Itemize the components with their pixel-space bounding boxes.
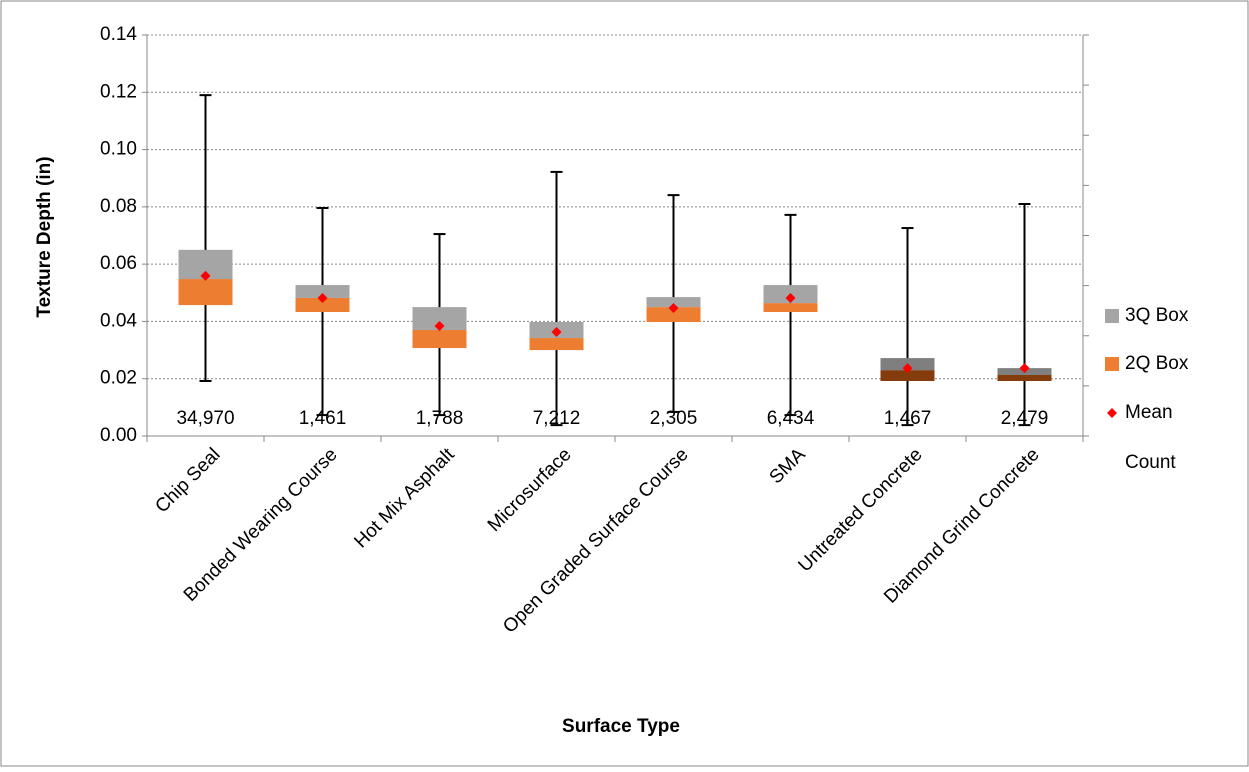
box-q3	[412, 307, 467, 331]
count-label: 1,461	[299, 408, 347, 429]
legend-label: Mean	[1125, 402, 1173, 423]
box-q2	[880, 370, 935, 382]
mean-marker	[1019, 363, 1030, 374]
count-label: 1,467	[884, 408, 932, 429]
box-q3	[646, 297, 701, 308]
mean-marker	[785, 292, 796, 303]
mean-marker	[668, 302, 679, 313]
mean-marker	[200, 270, 211, 281]
count-label: 6,434	[767, 408, 815, 429]
count-label: 2,479	[1001, 408, 1049, 429]
y-tick-label: 0.00	[100, 425, 137, 446]
box-q3	[295, 285, 350, 298]
box-q2	[763, 303, 818, 312]
y-tick-label: 0.06	[100, 253, 137, 274]
legend-label: 2Q Box	[1125, 353, 1189, 374]
mean-marker	[902, 363, 913, 374]
box-q2	[529, 338, 584, 351]
box-q2	[178, 279, 233, 306]
y-tick-label: 0.04	[100, 310, 137, 331]
mean-marker	[551, 327, 562, 338]
legend-label: Count	[1125, 452, 1176, 473]
y-axis-label: Texture Depth (in)	[34, 156, 55, 317]
x-axis-label: Surface Type	[562, 716, 680, 737]
box-q2	[412, 330, 467, 349]
box-q2	[646, 307, 701, 323]
box-q2	[295, 297, 350, 312]
y-tick-label: 0.02	[100, 368, 137, 389]
y-tick-label: 0.08	[100, 196, 137, 217]
count-label: 1,788	[416, 408, 464, 429]
y-tick-label: 0.12	[100, 81, 137, 102]
y-tick-label: 0.10	[100, 139, 137, 160]
legend-swatch	[1107, 408, 1117, 418]
box-q2	[997, 374, 1052, 382]
legend-swatch	[1105, 357, 1119, 371]
count-label: 7,212	[533, 408, 581, 429]
legend-swatch	[1105, 309, 1119, 323]
y-tick-label: 0.14	[100, 24, 137, 45]
count-label: 2,305	[650, 408, 698, 429]
count-label: 34,970	[176, 408, 234, 429]
mean-marker	[317, 292, 328, 303]
mean-marker	[434, 321, 445, 332]
legend-label: 3Q Box	[1125, 305, 1189, 326]
